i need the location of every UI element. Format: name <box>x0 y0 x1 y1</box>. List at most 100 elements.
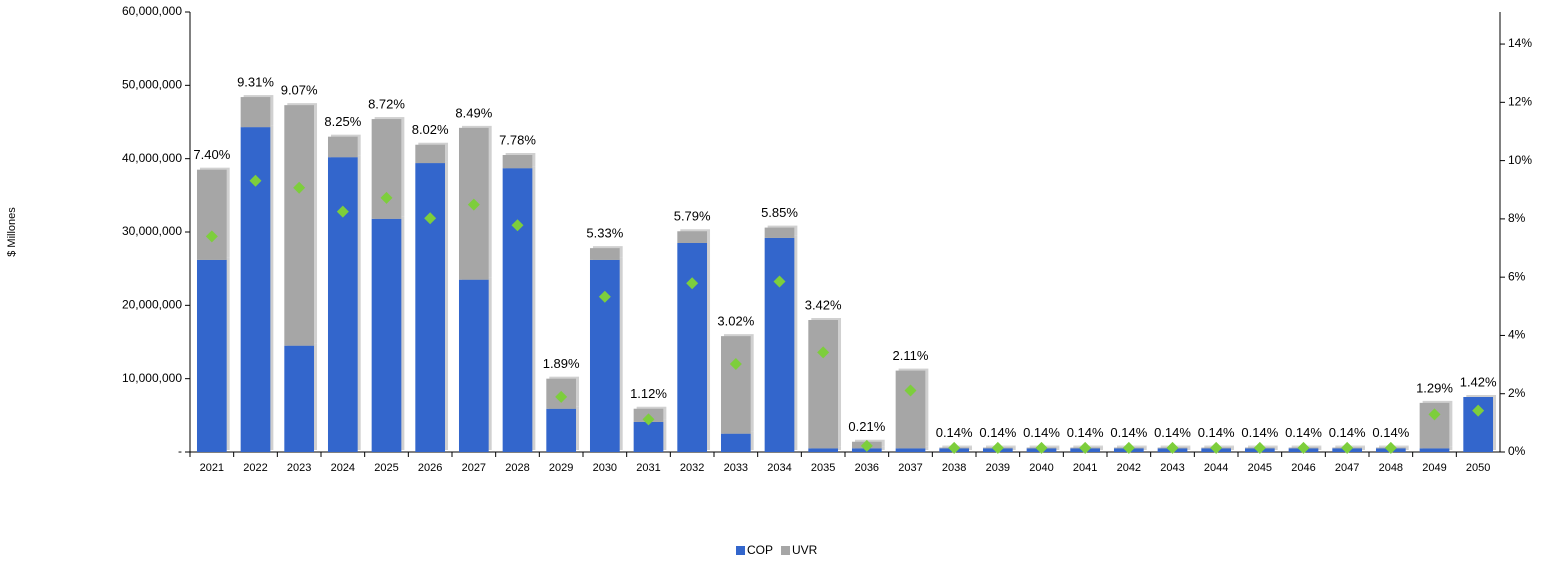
bar <box>808 320 839 449</box>
data-label: 5.85% <box>761 205 798 220</box>
bar <box>720 433 751 452</box>
y-tick-label: 60,000,000 <box>122 4 182 18</box>
marker <box>424 212 437 225</box>
marker <box>904 384 917 397</box>
x-tick-label: 2049 <box>1422 462 1446 474</box>
y-tick-label: 40,000,000 <box>122 151 182 165</box>
x-tick-label: 2028 <box>505 462 529 474</box>
bar <box>458 279 489 452</box>
bar <box>546 408 577 452</box>
marker <box>467 198 480 211</box>
x-tick-label: 2029 <box>549 462 573 474</box>
marker <box>729 358 742 370</box>
bar <box>415 144 446 164</box>
bar <box>764 227 795 238</box>
marker <box>1384 441 1397 454</box>
x-tick-label: 2033 <box>724 462 748 474</box>
data-label: 0.14% <box>1023 425 1060 440</box>
x-tick-label: 2040 <box>1029 462 1053 474</box>
y2-tick-label: 6% <box>1508 269 1526 283</box>
bar <box>240 97 271 128</box>
y-tick-label: - <box>178 444 182 458</box>
marker <box>1341 441 1354 454</box>
data-label: 5.33% <box>586 226 623 241</box>
marker <box>686 277 699 290</box>
x-tick-label: 2047 <box>1335 462 1359 474</box>
x-tick-label: 2041 <box>1073 462 1097 474</box>
x-tick-label: 2050 <box>1466 462 1490 474</box>
x-tick-label: 2042 <box>1117 462 1141 474</box>
bar <box>327 157 358 452</box>
x-tick-label: 2043 <box>1160 462 1184 474</box>
marker <box>860 439 873 452</box>
marker <box>598 290 611 303</box>
bar <box>720 336 751 434</box>
x-tick-label: 2036 <box>855 462 879 474</box>
marker <box>336 205 349 218</box>
data-label: 0.14% <box>1067 425 1104 440</box>
bar <box>895 448 926 452</box>
y-tick-label: 20,000,000 <box>122 298 182 312</box>
data-label: 1.42% <box>1460 374 1497 389</box>
x-tick-label: 2046 <box>1291 462 1315 474</box>
x-tick-label: 2030 <box>593 462 617 474</box>
data-label: 8.25% <box>324 114 361 129</box>
x-tick-label: 2039 <box>986 462 1010 474</box>
bar <box>677 231 708 243</box>
y-tick-label: 30,000,000 <box>122 224 182 238</box>
bar <box>633 421 664 452</box>
y2-tick-label: 2% <box>1508 386 1526 400</box>
data-label: 0.14% <box>1329 425 1366 440</box>
bar <box>327 136 358 158</box>
bar <box>589 259 620 452</box>
data-label: 0.14% <box>936 425 973 440</box>
x-tick-label: 2025 <box>374 462 398 474</box>
data-label: 5.79% <box>674 209 711 224</box>
legend-swatch <box>736 546 745 555</box>
marker <box>948 441 961 454</box>
marker <box>249 174 262 187</box>
x-tick-label: 2022 <box>243 462 267 474</box>
x-tick-label: 2031 <box>636 462 660 474</box>
bar <box>196 169 227 260</box>
data-label: 0.14% <box>1285 425 1322 440</box>
bar <box>196 259 227 452</box>
data-label: 8.49% <box>455 105 492 120</box>
y-axis-label: $ Millones <box>6 207 18 257</box>
bar <box>415 163 446 453</box>
bar <box>764 237 795 452</box>
marker <box>1253 441 1266 454</box>
x-tick-label: 2021 <box>200 462 224 474</box>
data-label: 7.40% <box>193 147 230 162</box>
data-label: 1.29% <box>1416 380 1453 395</box>
bar <box>371 218 402 452</box>
legend-label: COP <box>747 543 773 557</box>
data-label: 0.14% <box>1372 425 1409 440</box>
y-tick-label: 10,000,000 <box>122 371 182 385</box>
marker <box>293 181 306 194</box>
bar <box>1419 448 1450 452</box>
legend-label: UVR <box>792 543 818 557</box>
marker <box>1035 441 1048 454</box>
marker <box>773 275 786 288</box>
bar <box>502 155 533 169</box>
x-tick-label: 2045 <box>1248 462 1272 474</box>
data-label: 0.14% <box>1154 425 1191 440</box>
marker <box>380 191 393 204</box>
bar <box>895 370 926 449</box>
bar <box>677 243 708 452</box>
x-tick-label: 2037 <box>898 462 922 474</box>
data-label: 0.14% <box>979 425 1016 440</box>
marker <box>991 441 1004 454</box>
marker <box>1079 441 1092 454</box>
y2-tick-label: 4% <box>1508 328 1526 342</box>
marker <box>555 390 568 403</box>
bar <box>808 448 839 452</box>
x-tick-label: 2024 <box>331 462 355 474</box>
marker <box>1166 441 1179 454</box>
marker <box>1428 408 1441 421</box>
marker <box>1297 441 1310 454</box>
data-label: 8.02% <box>412 122 449 137</box>
data-label: 1.89% <box>543 356 580 371</box>
x-tick-label: 2048 <box>1379 462 1403 474</box>
